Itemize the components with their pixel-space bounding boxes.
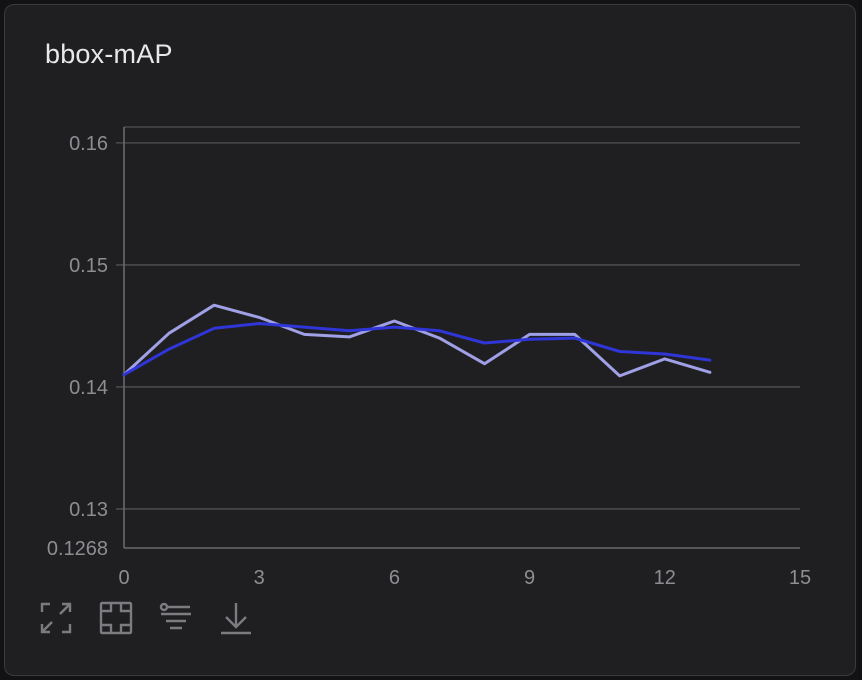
raw-series-line bbox=[122, 303, 712, 378]
chart-card: bbox-mAP bbox=[4, 4, 856, 676]
x-tick-label: 9 bbox=[524, 567, 535, 589]
y-tick-label: 0.15 bbox=[69, 255, 108, 277]
x-tick-label: 12 bbox=[654, 567, 676, 589]
tick-layer: 0.1268 0.13 0.14 0.15 0.16 0 3 6 9 12 15 bbox=[47, 133, 811, 589]
series-layer bbox=[122, 303, 712, 378]
smoothed-series-line bbox=[122, 322, 712, 377]
axis-layer bbox=[123, 127, 800, 549]
x-tick-label: 0 bbox=[118, 567, 129, 589]
fit-domain-icon[interactable] bbox=[98, 600, 134, 636]
chart-toolbar bbox=[38, 600, 254, 636]
x-tick-label: 3 bbox=[254, 567, 265, 589]
y-tick-label: 0.1268 bbox=[47, 538, 108, 560]
grid-layer bbox=[116, 126, 800, 510]
x-tick-label: 15 bbox=[789, 567, 811, 589]
x-tick-label: 6 bbox=[389, 567, 400, 589]
filter-icon[interactable] bbox=[158, 600, 194, 636]
y-tick-label: 0.16 bbox=[69, 133, 108, 155]
download-icon[interactable] bbox=[218, 600, 254, 636]
y-tick-label: 0.13 bbox=[69, 499, 108, 521]
y-tick-label: 0.14 bbox=[69, 377, 108, 399]
expand-icon[interactable] bbox=[38, 600, 74, 636]
chart-title: bbox-mAP bbox=[45, 39, 173, 69]
